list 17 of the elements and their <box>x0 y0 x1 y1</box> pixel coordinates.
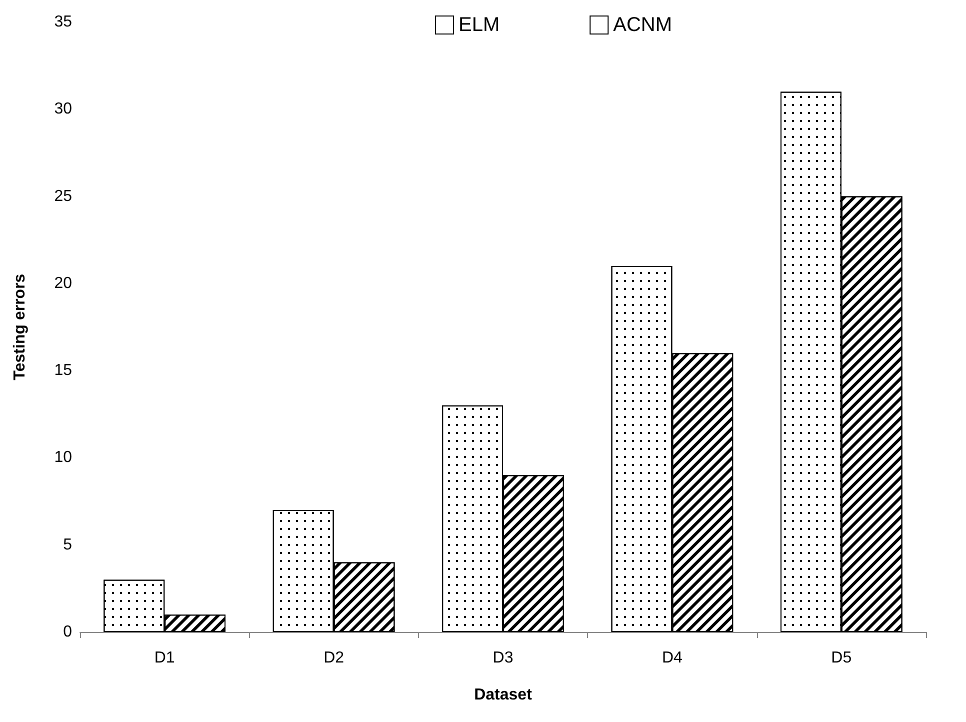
legend-label: ELM <box>458 14 500 36</box>
x-tick-label: D3 <box>492 650 514 666</box>
y-tick-label: 10 <box>54 449 72 466</box>
x-tick-label: D2 <box>324 650 344 666</box>
y-tick-label: 35 <box>54 14 72 30</box>
y-tick-label: 20 <box>54 274 72 292</box>
legend-label: ACNM <box>613 14 672 36</box>
y-tick-label: 0 <box>63 624 72 640</box>
y-tick-label: 30 <box>54 100 72 118</box>
x-tick-label: D4 <box>662 650 683 666</box>
y-axis-title: Testing errors <box>12 274 28 380</box>
x-axis-title: Dataset <box>474 686 533 704</box>
y-tick-label: 15 <box>54 362 72 380</box>
x-tick-label: D1 <box>154 650 175 666</box>
y-tick-label: 25 <box>54 188 72 205</box>
x-tick-label: D5 <box>831 650 852 666</box>
y-tick-label: 5 <box>63 536 72 554</box>
